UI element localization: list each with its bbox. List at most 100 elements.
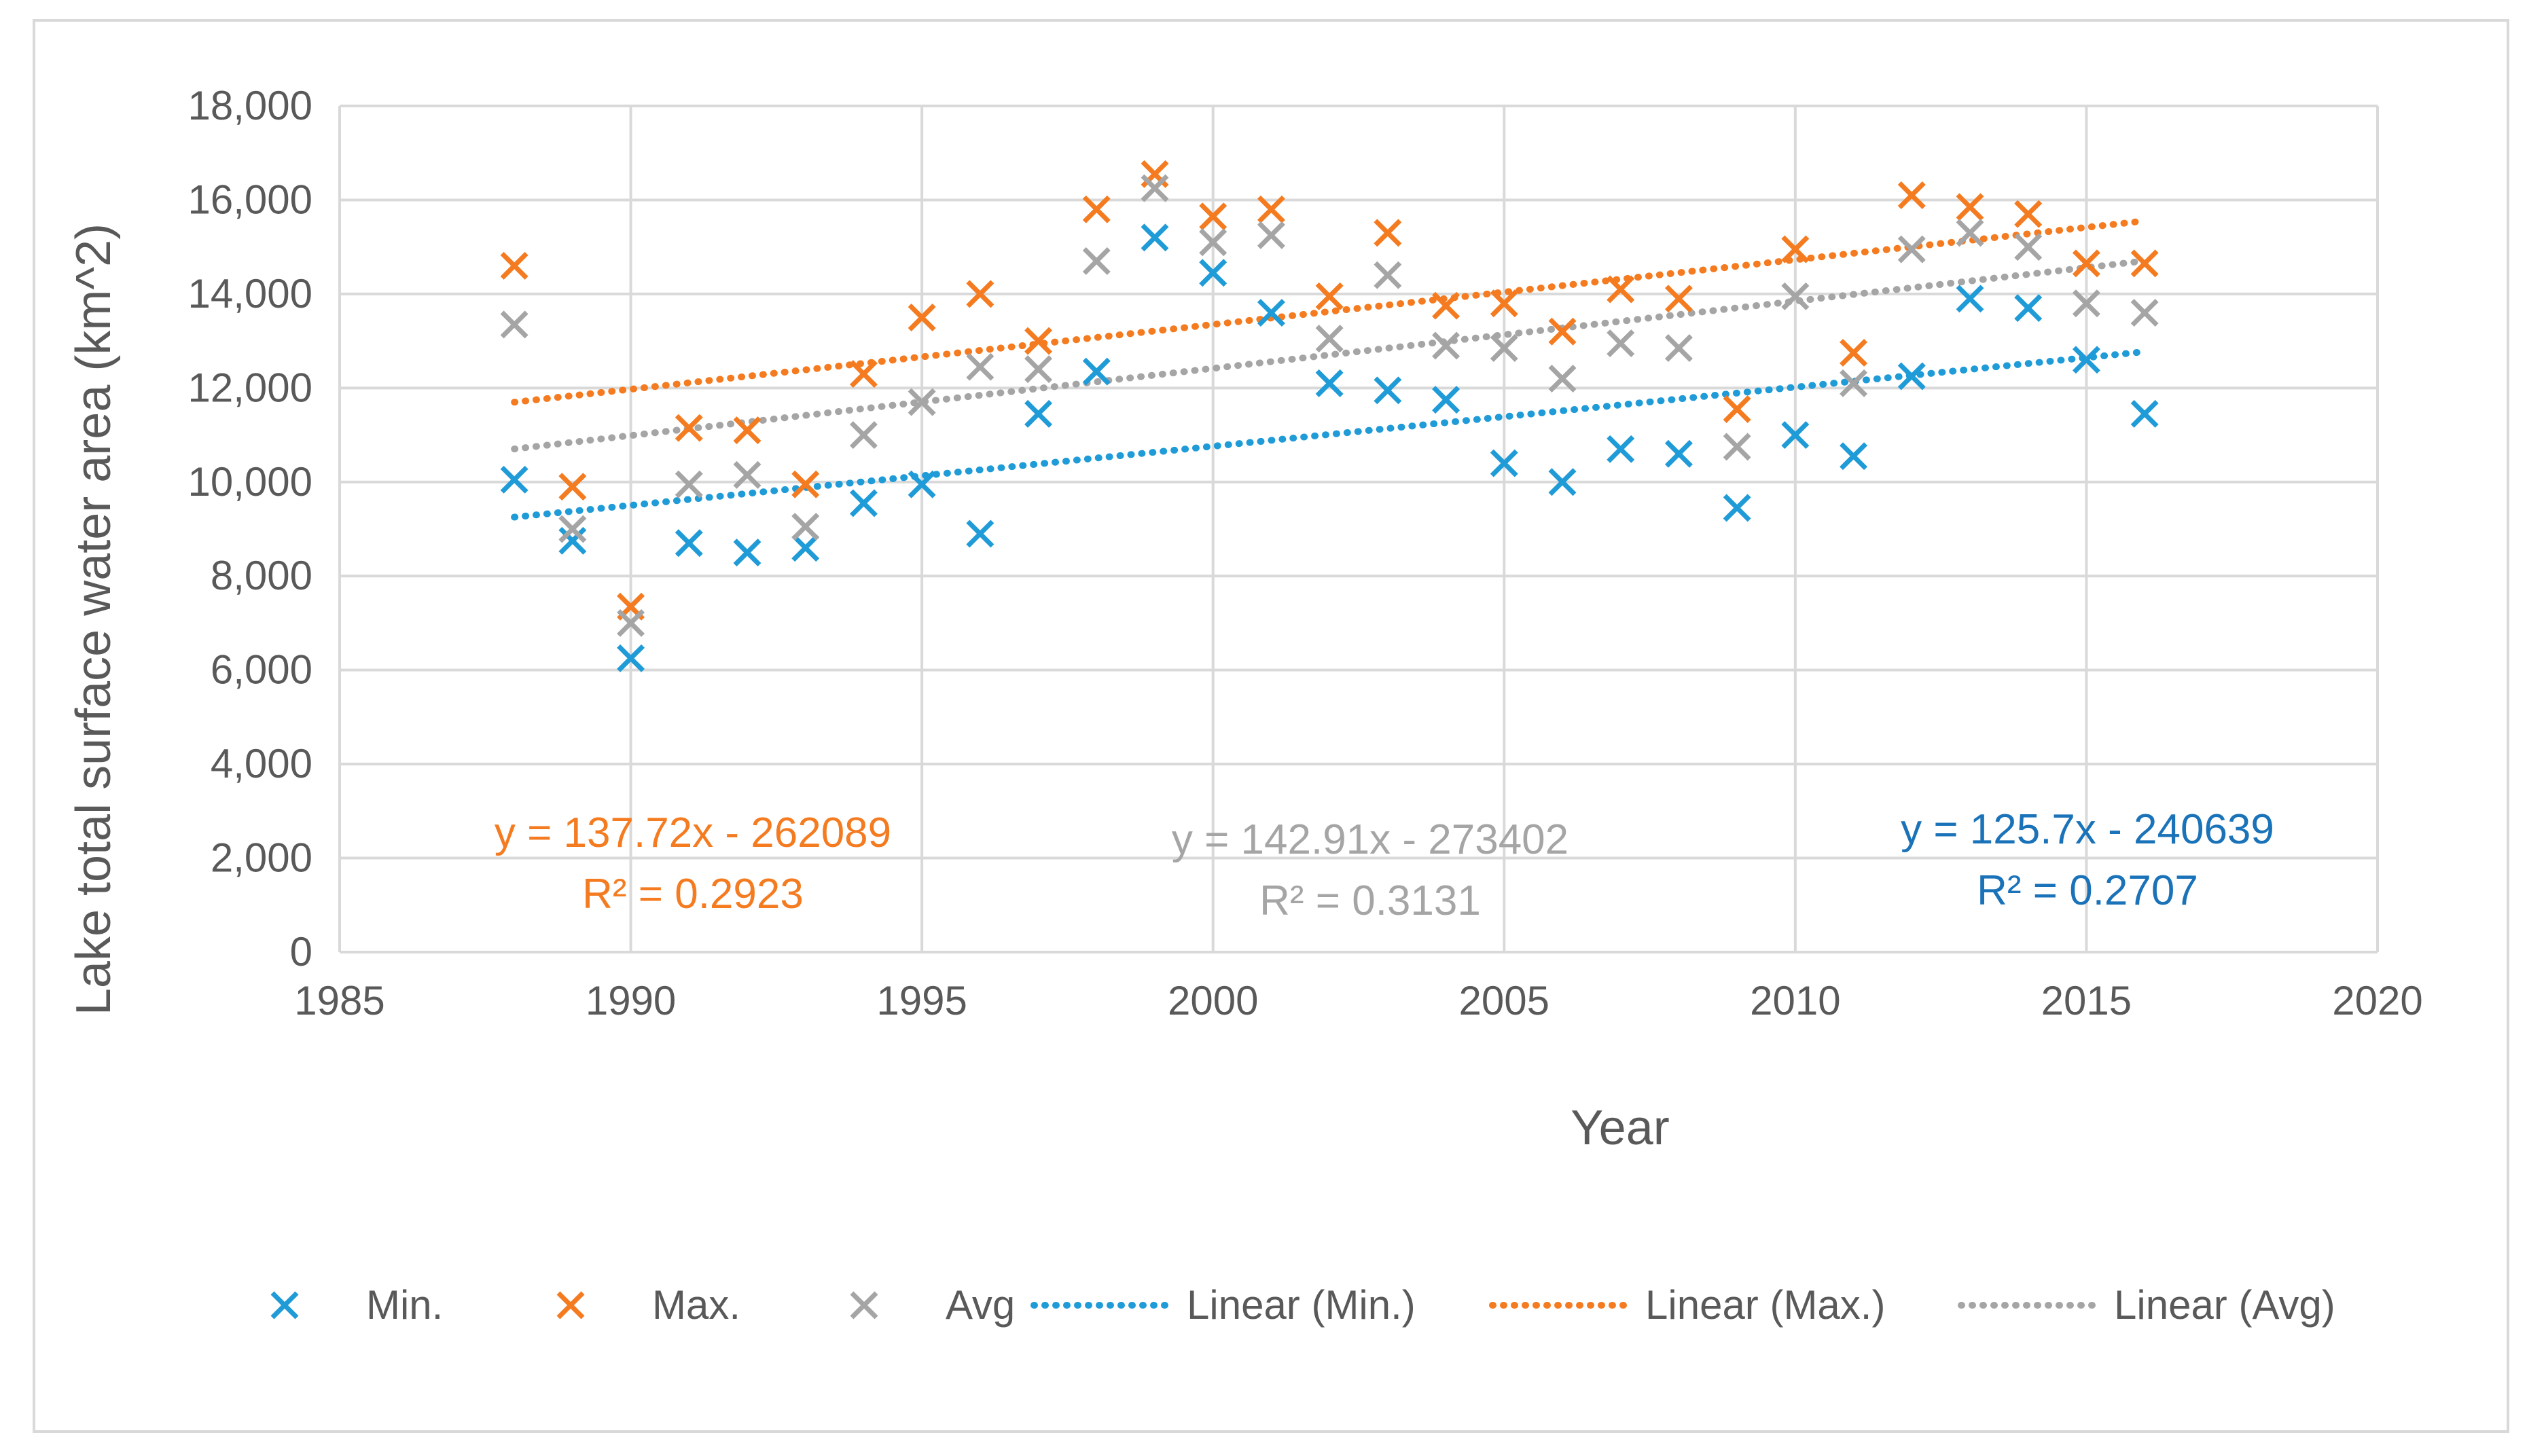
trendline-r-squared: R² = 0.2923 — [582, 871, 804, 917]
legend-label: Linear (Avg) — [2114, 1282, 2335, 1328]
data-point-marker — [1607, 329, 1635, 358]
data-point-marker — [1141, 223, 1169, 252]
data-point-marker — [500, 465, 528, 494]
data-point-marker — [1897, 362, 1926, 390]
data-points — [500, 160, 2159, 672]
chart-frame: 0 2,000 4,000 6,000 8,000 10,000 12,000 14,000 1… — [33, 19, 2509, 1433]
data-point-marker — [1257, 299, 1285, 327]
y-tick-label: 16,000 — [187, 177, 312, 222]
trendline-equation: y = 125.7x - 240639 — [1901, 806, 2274, 853]
data-point-marker — [2072, 346, 2100, 374]
data-point-marker — [1082, 195, 1111, 223]
y-tick-label: 6,000 — [211, 647, 312, 693]
x-tick-label: 2015 — [2041, 978, 2132, 1023]
data-point-marker — [791, 470, 820, 498]
data-point-marker — [966, 520, 994, 548]
data-point-marker — [675, 414, 703, 442]
data-point-marker — [1432, 331, 1460, 360]
y-tick-label: 14,000 — [187, 271, 312, 316]
data-point-marker — [1315, 369, 1344, 397]
y-tick-label: 4,000 — [211, 741, 312, 786]
data-point-marker — [1781, 235, 1810, 263]
y-tick-label: 8,000 — [211, 553, 312, 598]
data-point-marker — [966, 280, 994, 308]
data-point-marker — [849, 360, 878, 388]
data-point-marker — [1548, 468, 1577, 496]
x-tick-label: 2020 — [2332, 978, 2422, 1023]
data-point-marker — [1607, 275, 1635, 304]
y-axis-title: Lake total surface water area (km^2) — [67, 223, 121, 1015]
data-point-marker — [675, 470, 703, 498]
data-point-marker — [2072, 249, 2100, 278]
equation-annotations: y = 137.72x - 262089 R² = 0.2923 y = 142.9… — [495, 806, 2274, 924]
trendlines — [511, 217, 2149, 521]
y-tick-label: 10,000 — [187, 459, 312, 505]
x-axis-ticks: 1985 1990 1995 2000 2005 2010 2015 2020 — [294, 978, 2422, 1023]
data-point-marker — [1141, 174, 1169, 202]
legend-label: Min. — [366, 1282, 443, 1328]
legend-label: Linear (Max.) — [1645, 1282, 1885, 1328]
data-point-marker — [1490, 334, 1518, 362]
data-point-marker — [1432, 291, 1460, 320]
data-point-marker — [908, 470, 936, 498]
data-point-marker — [675, 529, 703, 558]
data-point-marker — [908, 388, 936, 416]
data-point-marker — [2130, 299, 2159, 327]
data-point-marker — [1781, 421, 1810, 450]
data-point-marker — [1082, 247, 1111, 275]
data-point-marker — [1374, 376, 1402, 405]
x-tick-label: 2000 — [1168, 978, 1258, 1023]
data-point-marker — [1257, 221, 1285, 249]
data-point-marker — [849, 489, 878, 517]
data-point-marker — [1082, 357, 1111, 386]
data-point-marker — [1548, 317, 1577, 346]
data-point-marker — [849, 421, 878, 450]
data-point-marker — [500, 310, 528, 339]
x-tick-label: 1985 — [294, 978, 384, 1023]
legend-marker — [270, 1291, 299, 1320]
data-point-marker — [966, 352, 994, 381]
data-point-marker — [1956, 193, 1984, 221]
data-point-marker — [1257, 195, 1285, 223]
data-point-marker — [733, 416, 761, 445]
x-tick-label: 1995 — [876, 978, 967, 1023]
x-axis-title: Year — [1571, 1101, 1669, 1155]
data-point-marker — [791, 534, 820, 562]
data-point-marker — [617, 608, 645, 637]
data-point-marker — [1840, 442, 1868, 471]
trendline-r-squared: R² = 0.2707 — [1977, 867, 2198, 914]
data-point-marker — [2130, 249, 2159, 278]
x-tick-label: 2005 — [1459, 978, 1549, 1023]
data-point-marker — [1897, 235, 1926, 263]
data-point-marker — [2130, 399, 2159, 428]
trendline-r-squared: R² = 0.3131 — [1259, 877, 1481, 924]
legend-marker — [556, 1291, 585, 1320]
gridlines — [338, 105, 2379, 953]
trendline — [511, 257, 2149, 453]
data-point-marker — [908, 304, 936, 331]
legend-label: Avg — [946, 1282, 1015, 1328]
data-point-marker — [558, 526, 587, 555]
data-point-marker — [2014, 294, 2043, 323]
data-point-marker — [1897, 181, 1926, 209]
data-point-marker — [1199, 228, 1227, 257]
y-tick-label: 12,000 — [187, 365, 312, 410]
legend: Min. Max. Avg Linear (Min.) Linear (Max.) Lin… — [270, 1282, 2335, 1328]
data-point-marker — [1664, 285, 1693, 313]
data-point-marker — [1956, 219, 1984, 247]
data-point-marker — [1723, 395, 1751, 423]
data-point-marker — [1374, 219, 1402, 247]
data-point-marker — [1315, 325, 1344, 353]
data-point-marker — [1548, 365, 1577, 393]
x-tick-label: 2010 — [1750, 978, 1840, 1023]
data-point-marker — [1432, 386, 1460, 414]
data-point-marker — [500, 251, 528, 280]
data-point-marker — [791, 513, 820, 541]
y-tick-label: 0 — [290, 929, 312, 975]
trendline — [511, 217, 2149, 406]
trendline-equation: y = 137.72x - 262089 — [495, 809, 891, 856]
y-axis-ticks: 0 2,000 4,000 6,000 8,000 10,000 12,000 14,000 1… — [187, 83, 312, 975]
data-point-marker — [558, 515, 587, 543]
data-point-marker — [1723, 433, 1751, 461]
data-point-marker — [1024, 327, 1053, 355]
